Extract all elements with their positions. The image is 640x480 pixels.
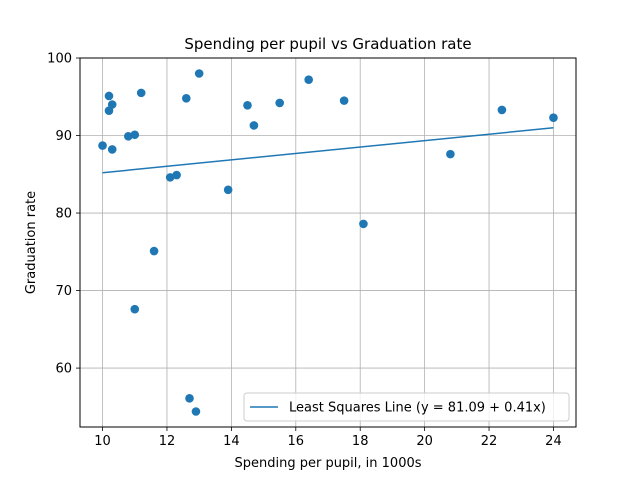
data-point — [107, 145, 117, 154]
x-tick-label: 24 — [545, 434, 562, 449]
y-axis-label: Graduation rate — [24, 191, 39, 294]
data-point — [149, 246, 159, 256]
x-tick-label: 14 — [223, 434, 240, 449]
y-tick-label: 70 — [55, 284, 72, 299]
legend-label: Least Squares Line (y = 81.09 + 0.41x) — [289, 401, 546, 416]
legend-box — [243, 392, 570, 422]
data-point — [243, 100, 252, 110]
fit-line-layer — [102, 127, 554, 174]
data-points — [98, 69, 558, 416]
plot-frame — [79, 57, 577, 428]
x-tick-label: 10 — [94, 434, 111, 449]
x-tick-label: 22 — [481, 434, 498, 449]
chart-title: Spending per pupil vs Graduation rate — [184, 35, 471, 53]
data-point — [275, 98, 284, 108]
data-point — [172, 170, 181, 180]
data-point — [124, 131, 133, 141]
data-point — [249, 121, 259, 130]
data-point — [339, 96, 349, 105]
y-tick-label: 80 — [55, 207, 72, 222]
plot-area — [80, 58, 576, 427]
y-tick-label: 60 — [55, 362, 72, 377]
data-point — [104, 91, 114, 101]
data-point — [549, 113, 558, 122]
data-point — [107, 100, 117, 109]
y-tick-label: 100 — [47, 52, 72, 67]
data-point — [223, 185, 233, 195]
data-point — [136, 88, 146, 98]
least-squares-line — [102, 127, 554, 174]
data-point — [181, 94, 191, 103]
x-tick-label: 12 — [159, 434, 176, 449]
axis-ticks: 10 12 14 16 18 20 22 24 60 70 80 90 100 — [47, 52, 562, 450]
data-point — [359, 219, 368, 229]
x-tick-label: 16 — [288, 434, 305, 449]
data-point — [185, 394, 194, 403]
data-point — [130, 304, 140, 314]
x-axis-label: Spending per pupil, in 1000s — [234, 456, 421, 471]
data-point — [446, 149, 455, 159]
data-point — [98, 141, 107, 150]
y-tick-label: 90 — [55, 129, 72, 144]
data-point — [130, 130, 140, 140]
data-point — [191, 407, 201, 416]
data-point — [497, 105, 507, 115]
data-point — [304, 75, 313, 85]
x-tick-label: 18 — [352, 434, 369, 449]
data-point — [194, 69, 204, 78]
legend: Least Squares Line (y = 81.09 + 0.41x) — [243, 392, 570, 422]
x-tick-label: 20 — [416, 434, 433, 449]
